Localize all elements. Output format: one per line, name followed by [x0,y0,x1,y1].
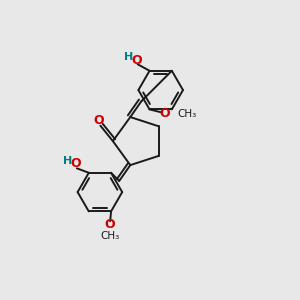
Text: O: O [94,114,104,127]
Text: CH₃: CH₃ [177,110,196,119]
Text: O: O [131,54,142,67]
Text: O: O [70,158,81,170]
Text: CH₃: CH₃ [100,231,119,241]
Text: O: O [104,218,115,231]
Text: H: H [63,156,72,166]
Text: O: O [159,107,170,120]
Text: H: H [124,52,134,62]
